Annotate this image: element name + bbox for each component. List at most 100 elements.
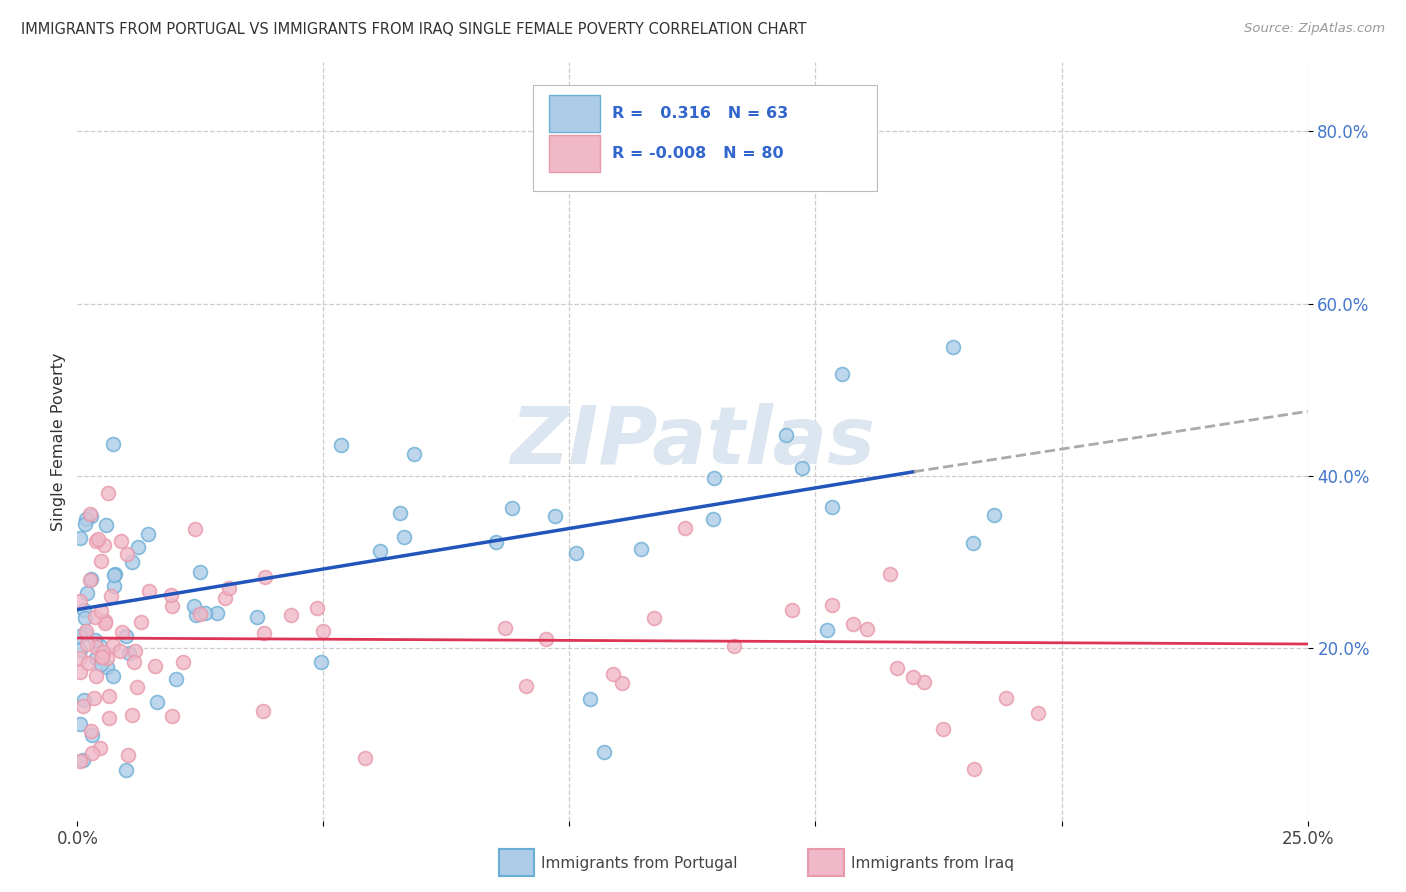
- Point: [942, 340, 965, 354]
- Point: [138, 583, 160, 598]
- Point: [159, 588, 181, 602]
- Point: [114, 764, 136, 778]
- Point: [131, 615, 153, 629]
- Point: [389, 506, 412, 520]
- Point: [117, 747, 139, 762]
- Point: [194, 607, 217, 621]
- Text: Immigrants from Iraq: Immigrants from Iraq: [851, 856, 1014, 871]
- Point: [962, 536, 984, 550]
- FancyBboxPatch shape: [533, 85, 877, 191]
- Point: [188, 607, 212, 621]
- Point: [73, 517, 96, 532]
- Point: [136, 527, 159, 541]
- Text: Source: ZipAtlas.com: Source: ZipAtlas.com: [1244, 22, 1385, 36]
- FancyBboxPatch shape: [548, 136, 600, 172]
- Point: [723, 640, 745, 654]
- Point: [84, 533, 107, 548]
- FancyBboxPatch shape: [548, 95, 600, 132]
- Point: [330, 438, 353, 452]
- Point: [127, 540, 149, 554]
- Point: [565, 546, 588, 560]
- Point: [103, 568, 125, 582]
- Point: [115, 629, 138, 643]
- Point: [184, 522, 207, 536]
- Point: [305, 600, 328, 615]
- Point: [87, 533, 110, 547]
- Point: [103, 638, 125, 652]
- Point: [183, 599, 205, 614]
- Point: [602, 667, 624, 681]
- Point: [97, 689, 120, 703]
- Point: [90, 657, 112, 671]
- Point: [80, 573, 103, 587]
- Point: [963, 762, 986, 776]
- Point: [76, 637, 98, 651]
- Point: [100, 589, 122, 603]
- Point: [592, 745, 614, 759]
- Point: [84, 669, 107, 683]
- Point: [160, 599, 183, 613]
- Point: [94, 517, 117, 532]
- Point: [1026, 706, 1049, 720]
- Point: [84, 640, 107, 654]
- Point: [103, 437, 125, 451]
- Point: [253, 569, 276, 583]
- Point: [205, 607, 228, 621]
- Point: [84, 632, 107, 647]
- Point: [311, 655, 333, 669]
- Point: [80, 509, 103, 524]
- Point: [912, 675, 935, 690]
- Y-axis label: Single Female Poverty: Single Female Poverty: [51, 352, 66, 531]
- Point: [69, 594, 91, 608]
- Point: [79, 574, 101, 588]
- Point: [97, 486, 120, 500]
- Point: [69, 716, 91, 731]
- Point: [703, 471, 725, 485]
- Point: [354, 751, 377, 765]
- Text: Immigrants from Portugal: Immigrants from Portugal: [541, 856, 738, 871]
- Text: IMMIGRANTS FROM PORTUGAL VS IMMIGRANTS FROM IRAQ SINGLE FEMALE POVERTY CORRELATI: IMMIGRANTS FROM PORTUGAL VS IMMIGRANTS F…: [21, 22, 807, 37]
- Point: [160, 708, 183, 723]
- Point: [821, 599, 844, 613]
- Point: [83, 690, 105, 705]
- Point: [280, 607, 302, 622]
- Point: [89, 741, 111, 756]
- Point: [122, 655, 145, 669]
- Point: [485, 535, 508, 549]
- Point: [75, 512, 97, 526]
- Point: [117, 548, 139, 562]
- Point: [246, 610, 269, 624]
- Text: R =   0.316   N = 63: R = 0.316 N = 63: [613, 106, 789, 121]
- Point: [165, 672, 187, 686]
- Point: [121, 707, 143, 722]
- Point: [96, 659, 118, 673]
- Point: [90, 604, 112, 618]
- Point: [69, 643, 91, 657]
- Point: [72, 698, 94, 713]
- Point: [69, 754, 91, 768]
- Point: [121, 554, 143, 568]
- Point: [143, 659, 166, 673]
- Point: [69, 629, 91, 643]
- Text: ZIPatlas: ZIPatlas: [510, 402, 875, 481]
- Point: [103, 579, 125, 593]
- Point: [82, 746, 104, 760]
- Point: [145, 695, 167, 709]
- Point: [172, 656, 194, 670]
- Point: [97, 711, 120, 725]
- Point: [643, 610, 665, 624]
- Point: [886, 660, 908, 674]
- Point: [69, 665, 91, 679]
- Point: [93, 614, 115, 628]
- Point: [630, 541, 652, 556]
- Point: [69, 651, 91, 665]
- Point: [93, 538, 115, 552]
- Point: [124, 644, 146, 658]
- Point: [75, 624, 97, 638]
- Point: [544, 508, 567, 523]
- Point: [108, 644, 131, 658]
- Point: [368, 544, 391, 558]
- Point: [775, 428, 797, 442]
- Point: [312, 624, 335, 638]
- Point: [815, 624, 838, 638]
